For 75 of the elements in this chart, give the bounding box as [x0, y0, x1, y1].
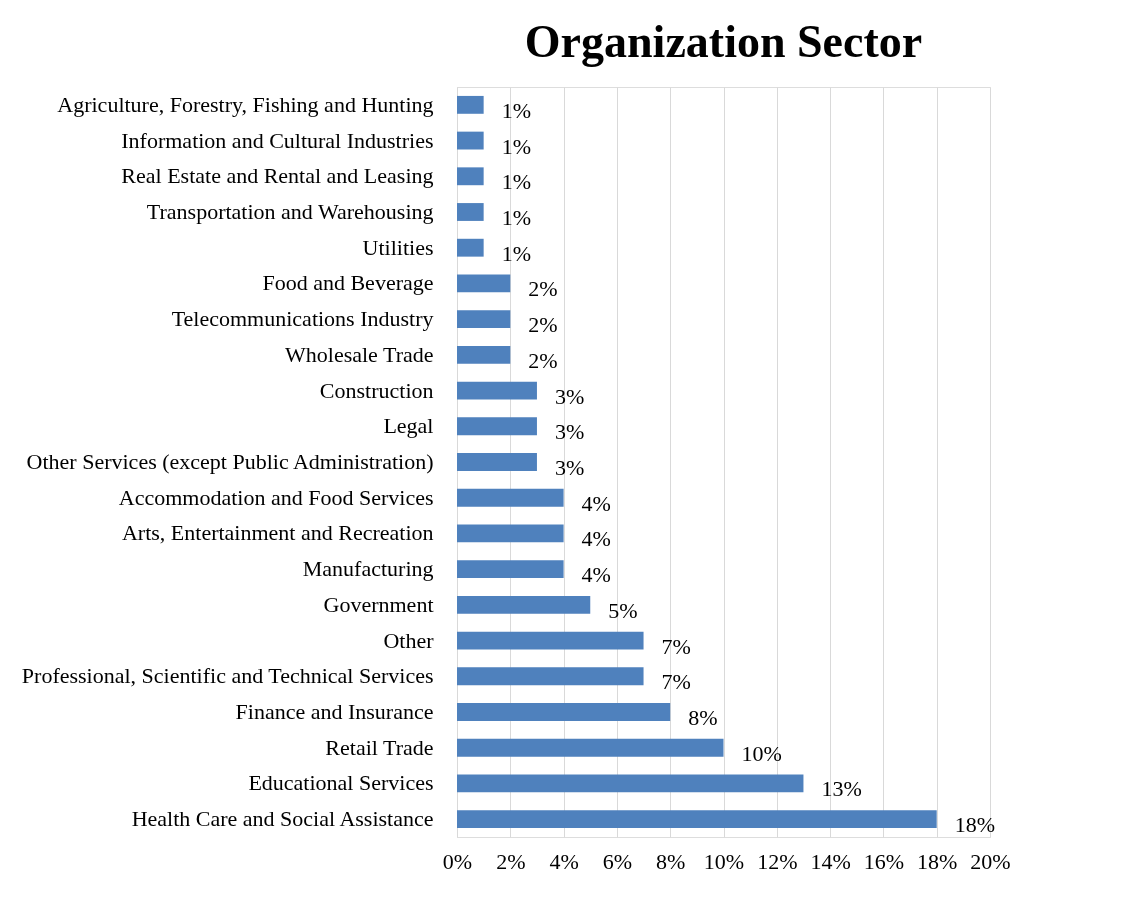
- y-tick-label: Professional, Scientific and Technical Services: [21, 663, 434, 689]
- bar: [457, 310, 511, 329]
- bar: [457, 381, 537, 400]
- y-tick-label: Manufacturing: [302, 556, 434, 582]
- x-tick-label: 4%: [549, 848, 579, 874]
- data-label: 8%: [688, 705, 718, 730]
- bar: [457, 488, 564, 507]
- bar: [457, 417, 537, 436]
- y-tick-label: Wholesale Trade: [285, 341, 434, 367]
- bar: [457, 238, 484, 257]
- data-label: 13%: [821, 776, 862, 802]
- bar: [457, 631, 644, 650]
- data-label: 4%: [581, 562, 611, 588]
- data-label: 3%: [554, 419, 585, 445]
- data-label: 1%: [501, 97, 531, 123]
- y-tick-label: Other Services (except Public Administration): [26, 449, 434, 474]
- data-label: 1%: [501, 169, 531, 195]
- y-tick-label: Finance and Insurance: [235, 699, 434, 724]
- data-label: 7%: [661, 633, 691, 659]
- bar: [457, 560, 564, 579]
- bar: [457, 274, 511, 293]
- data-label: 7%: [661, 669, 691, 695]
- data-label: 2%: [528, 347, 558, 373]
- x-tick-label: 8%: [656, 848, 686, 874]
- y-tick-label: Health Care and Social Assistance: [131, 806, 434, 832]
- bar: [457, 95, 484, 114]
- bar: [457, 774, 804, 793]
- bar: [457, 203, 484, 221]
- y-tick-label: Accommodation and Food Services: [118, 484, 434, 510]
- bar: [457, 595, 591, 614]
- x-tick-label: 0%: [442, 848, 473, 874]
- y-tick-label: Agriculture, Forestry, Fishing and Hunting: [57, 91, 434, 117]
- data-label: 5%: [608, 597, 638, 623]
- x-tick-label: 18%: [917, 848, 958, 874]
- data-label: 4%: [581, 490, 611, 516]
- x-tick-label: 2%: [496, 848, 526, 874]
- y-tick-label: Telecommunications Industry: [171, 306, 434, 332]
- data-label: 2%: [528, 276, 558, 302]
- bar: [457, 738, 724, 757]
- x-tick-label: 6%: [602, 848, 633, 874]
- y-tick-label: Transportation and Warehousing: [146, 199, 434, 224]
- data-label: 1%: [501, 133, 531, 159]
- data-label: 1%: [501, 240, 531, 266]
- y-tick-label: Government: [323, 591, 434, 617]
- bar: [457, 167, 484, 186]
- bar: [457, 667, 644, 686]
- data-label: 1%: [501, 205, 531, 230]
- data-label: 3%: [554, 383, 585, 409]
- data-label: 3%: [554, 455, 585, 480]
- bar: [457, 345, 511, 364]
- x-tick-label: 10%: [703, 848, 745, 874]
- y-tick-label: Construction: [319, 377, 434, 403]
- y-tick-label: Real Estate and Rental and Leasing: [121, 163, 434, 189]
- bar: [457, 810, 937, 829]
- data-label: 10%: [741, 740, 782, 766]
- y-tick-label: Utilities: [362, 234, 434, 260]
- y-tick-label: Information and Cultural Industries: [121, 127, 434, 153]
- data-label: 18%: [954, 812, 996, 838]
- y-tick-label: Legal: [383, 413, 434, 439]
- y-tick-label: Arts, Entertainment and Recreation: [121, 520, 434, 546]
- bar: [457, 453, 537, 471]
- y-tick-label: Other: [383, 627, 435, 653]
- x-tick-label: 16%: [863, 848, 905, 874]
- bar: [457, 131, 484, 150]
- x-tick-label: 14%: [810, 848, 851, 874]
- bar: [457, 524, 564, 543]
- bar: [457, 703, 671, 721]
- data-label: 2%: [528, 312, 558, 338]
- y-tick-label: Retail Trade: [325, 734, 434, 760]
- chart-title: Organization Sector: [524, 16, 923, 67]
- data-label: 4%: [581, 526, 611, 552]
- x-tick-label: 20%: [970, 848, 1011, 874]
- x-tick-label: 12%: [757, 848, 798, 874]
- y-tick-label: Educational Services: [248, 770, 434, 796]
- y-tick-label: Food and Beverage: [262, 270, 434, 296]
